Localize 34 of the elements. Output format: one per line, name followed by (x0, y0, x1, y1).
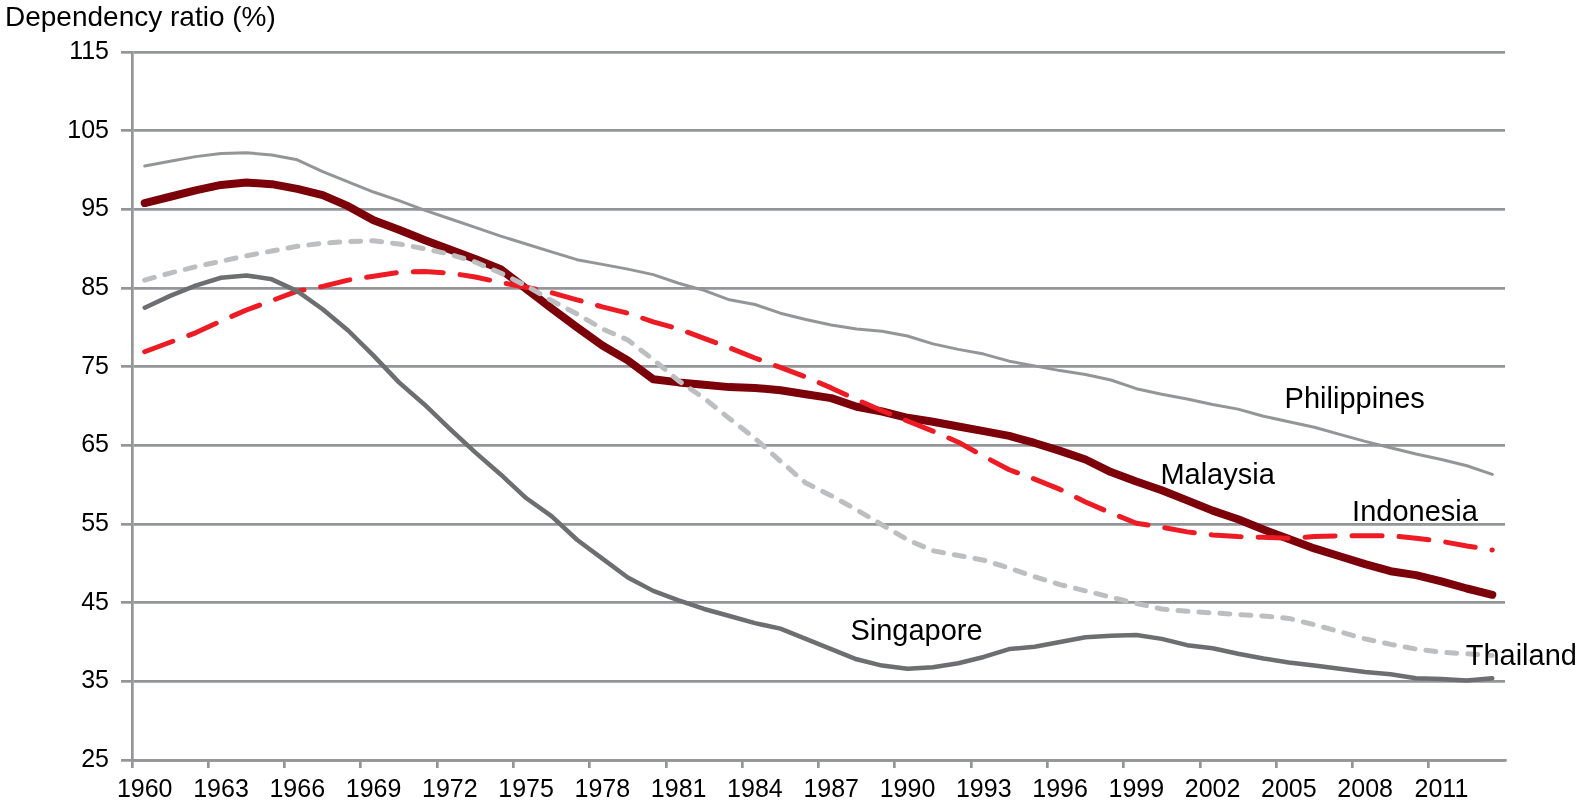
y-axis-title: Dependency ratio (%) (5, 1, 276, 32)
x-tick-label: 1993 (955, 774, 1012, 803)
x-tick-label: 2008 (1337, 774, 1393, 803)
series-label: Philippines (1284, 382, 1425, 415)
x-tick-label: 1990 (879, 774, 936, 803)
x-tick-label: 1972 (422, 774, 478, 803)
series-label: Thailand (1465, 639, 1577, 672)
x-tick-label: 1960 (116, 774, 173, 803)
x-tick-label: 1969 (345, 774, 402, 803)
y-tick-label: 85 (81, 271, 109, 300)
y-tick-label: 45 (81, 586, 109, 615)
x-tick-label: 1978 (574, 774, 631, 803)
x-tick-label: 1984 (727, 774, 783, 803)
x-tick-label: 2005 (1261, 774, 1317, 803)
y-tick-label: 105 (67, 114, 109, 143)
x-tick-label: 1981 (650, 774, 707, 803)
x-tick-label: 2011 (1414, 774, 1469, 803)
y-tick-label: 115 (69, 35, 109, 64)
series-label: Indonesia (1352, 495, 1479, 528)
y-tick-label: 25 (81, 743, 109, 772)
y-tick-label: 35 (81, 665, 109, 694)
x-tick-label: 1963 (193, 774, 249, 803)
x-tick-label: 1996 (1032, 774, 1088, 803)
series-label: Malaysia (1160, 457, 1276, 490)
y-tick-label: 55 (81, 507, 109, 536)
x-tick-label: 1987 (803, 774, 860, 803)
x-tick-label: 2002 (1184, 774, 1241, 803)
y-tick-label: 65 (81, 429, 109, 458)
y-tick-label: 95 (81, 193, 109, 222)
x-tick-label: 1966 (269, 774, 326, 803)
y-tick-label: 75 (81, 350, 109, 379)
x-tick-label: 1999 (1108, 774, 1165, 803)
x-tick-label: 1975 (498, 774, 554, 803)
series-label: Singapore (850, 613, 983, 646)
